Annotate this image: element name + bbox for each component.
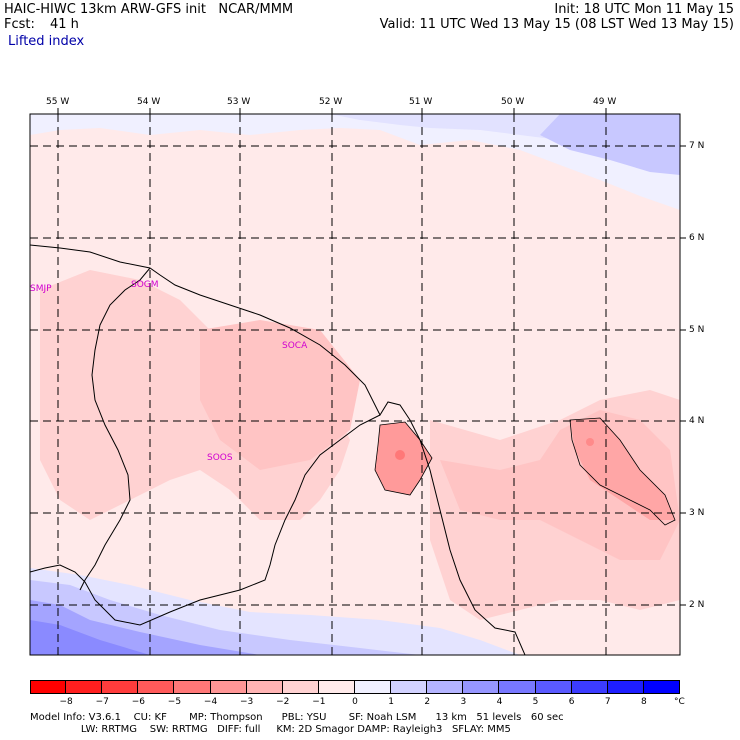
colorbar-swatch	[427, 680, 464, 694]
colorbar-swatch	[643, 680, 680, 694]
colorbar-label: −7	[95, 697, 109, 707]
colorbar-unit: °C	[674, 697, 685, 707]
lon-label: 50 W	[501, 97, 525, 107]
colorbar-swatch	[535, 680, 572, 694]
init-time: Init: 18 UTC Mon 11 May 15	[554, 2, 734, 17]
colorbar-label: −2	[276, 697, 290, 707]
colorbar-label: −5	[167, 697, 182, 707]
colorbar-swatch	[463, 680, 500, 694]
colorbar-swatch	[138, 680, 175, 694]
colorbar-label: −4	[203, 697, 218, 707]
station-label: SOOS	[207, 453, 233, 463]
colorbar-swatch	[318, 680, 355, 694]
lat-label: 4 N	[689, 416, 705, 426]
lat-label: 5 N	[689, 325, 705, 335]
colorbar-swatch	[571, 680, 608, 694]
colorbar-label: 0	[352, 697, 358, 707]
lon-label: 49 W	[593, 97, 617, 107]
colorbar-label: 5	[532, 697, 539, 707]
map-frame	[29, 113, 681, 656]
lat-label: 2 N	[689, 600, 705, 610]
colorbar-swatch	[174, 680, 211, 694]
lat-label: 3 N	[689, 508, 705, 518]
lon-label: 53 W	[227, 97, 251, 107]
colorbar-label: 4	[496, 697, 503, 707]
colorbar-swatch	[355, 680, 392, 694]
colorbar-swatch	[246, 680, 283, 694]
model-info-line1: Model Info: V3.6.1 CU: KF MP: Thompson P…	[30, 712, 564, 723]
lon-label: 55 W	[46, 97, 70, 107]
colorbar-label: 2	[424, 697, 431, 707]
colorbar-swatch	[102, 680, 139, 694]
valid-time: Valid: 11 UTC Wed 13 May 15 (08 LST Wed …	[379, 17, 734, 32]
map-fill	[30, 114, 680, 655]
colorbar-swatch	[30, 680, 67, 694]
station-label: SOGM	[131, 280, 159, 290]
tick-marks	[57, 108, 686, 606]
colorbar-label: 1	[388, 697, 394, 707]
lon-label: 51 W	[409, 97, 433, 107]
colorbar-label: 3	[460, 697, 467, 707]
station-label: SOCA	[282, 341, 308, 351]
lon-label: 52 W	[319, 97, 343, 107]
field-name: Lifted index	[8, 34, 85, 49]
colorbar-swatch	[499, 680, 536, 694]
colorbar-label: −3	[240, 697, 254, 707]
lat-label: 7 N	[689, 141, 705, 151]
model-info-line2: LW: RRTMG SW: RRTMG DIFF: full KM: 2D Sm…	[30, 724, 511, 735]
colorbar-label: −6	[131, 697, 145, 707]
colorbar-swatch	[66, 680, 103, 694]
forecast-hour: 41 h	[50, 17, 79, 32]
colorbar-label: 8	[641, 697, 647, 707]
colorbar-swatch	[607, 680, 644, 694]
forecast-label: Fcst:	[4, 17, 35, 32]
colorbar-swatch	[282, 680, 319, 694]
colorbar-label: −8	[59, 697, 73, 707]
station-label: SMJP	[30, 284, 52, 294]
colorbar-swatch	[391, 680, 428, 694]
lat-lon-grid	[30, 114, 680, 655]
model-title: HAIC-HIWC 13km ARW-GFS init NCAR/MMM	[4, 2, 294, 17]
lon-label: 54 W	[137, 97, 161, 107]
lat-label: 6 N	[689, 233, 705, 243]
colorbar-swatch	[210, 680, 247, 694]
colorbar-label: 6	[568, 697, 575, 707]
colorbar-label: −1	[312, 697, 326, 707]
colorbar-label: 7	[604, 697, 611, 707]
